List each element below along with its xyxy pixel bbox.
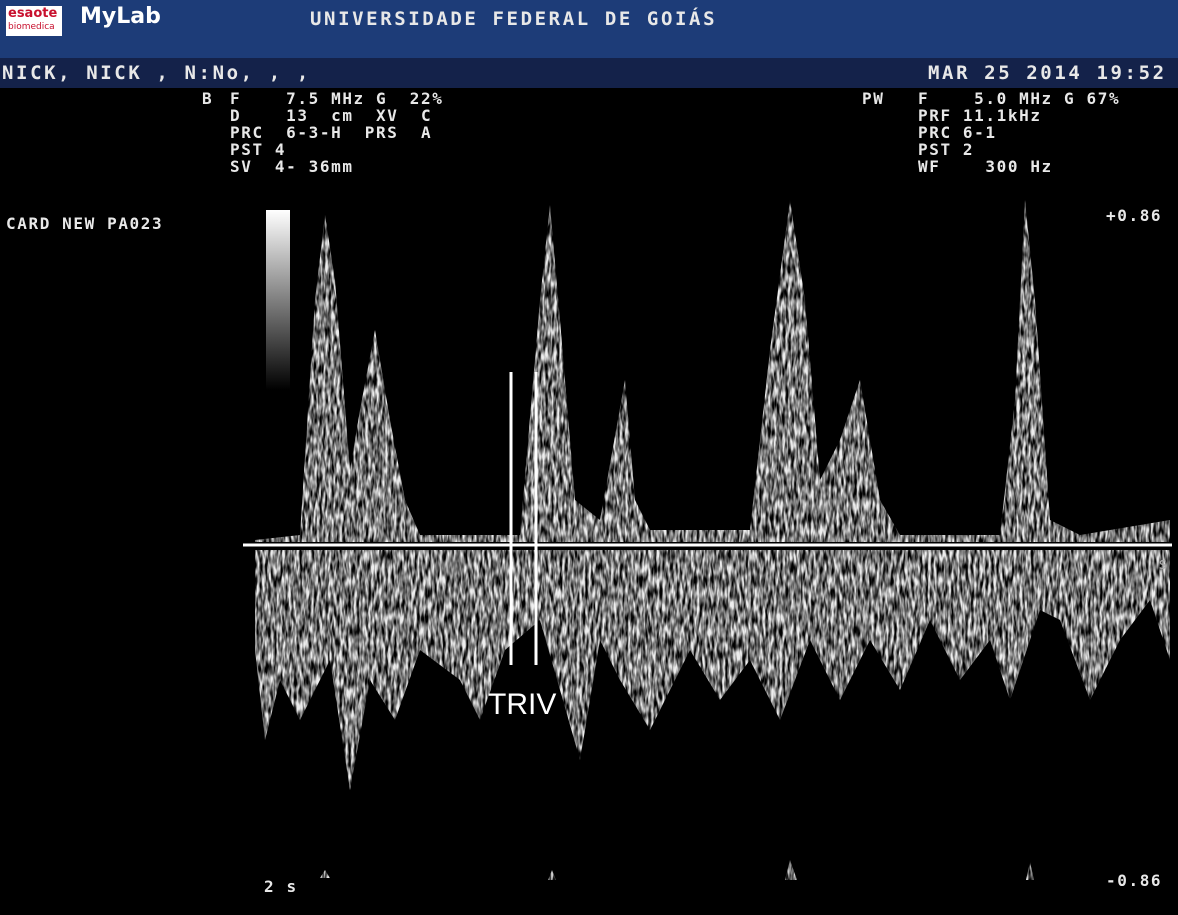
- ultrasound-screen: esaote biomedica MyLab UNIVERSIDADE FEDE…: [0, 0, 1178, 915]
- doppler-spectrum: [0, 0, 1178, 915]
- spectrum-envelope: [255, 200, 1170, 880]
- gray-scale-bar: [266, 210, 290, 390]
- triv-label: TRIV: [488, 688, 556, 722]
- scale-top: +0.86: [1106, 207, 1162, 224]
- scale-bottom: -0.86: [1106, 872, 1162, 889]
- scale-unit: s: [1158, 555, 1169, 572]
- time-scale: 2 s: [264, 878, 298, 895]
